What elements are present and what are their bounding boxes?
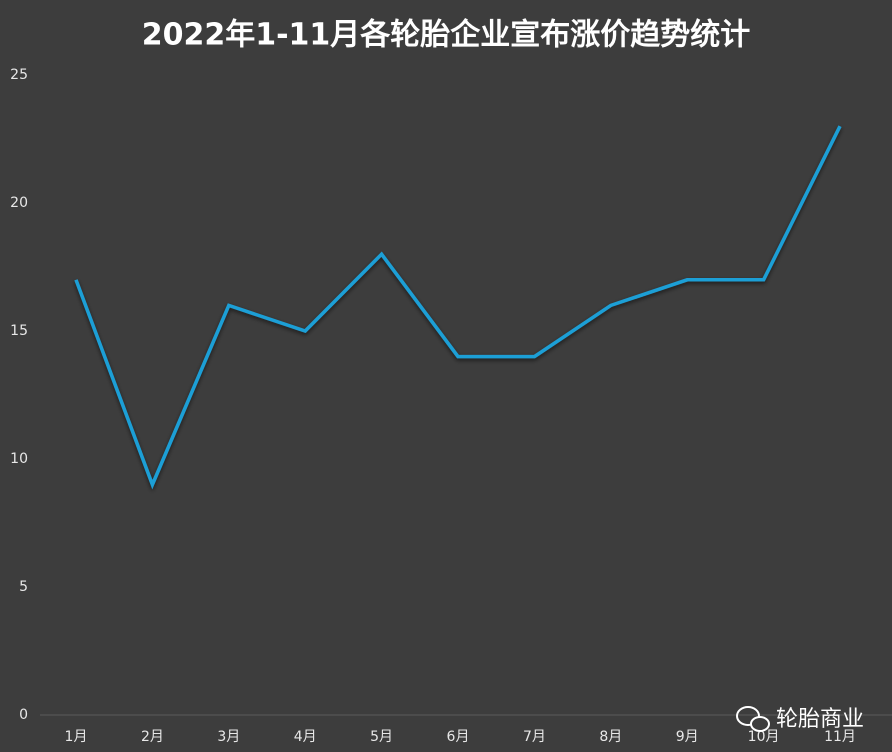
- x-tick-label: 11月: [824, 729, 856, 745]
- y-tick-label: 5: [19, 579, 28, 595]
- data-line: [74, 125, 842, 490]
- x-tick-label: 5月: [370, 729, 393, 745]
- watermark-text: 轮胎商业: [776, 707, 864, 732]
- x-tick-label: 7月: [523, 729, 546, 745]
- x-tick-label: 4月: [294, 729, 317, 745]
- x-tick-label: 9月: [676, 729, 699, 745]
- y-tick-label: 0: [19, 707, 28, 723]
- x-tick-label: 10月: [748, 729, 780, 745]
- x-tick-label: 6月: [447, 729, 470, 745]
- x-tick-label: 1月: [65, 729, 88, 745]
- y-tick-label: 10: [10, 451, 28, 467]
- y-tick-label: 15: [10, 323, 28, 339]
- x-tick-label: 8月: [599, 729, 622, 745]
- watermark-icon: [750, 716, 770, 732]
- chart-title: 2022年1-11月各轮胎企业宣布涨价趋势统计: [142, 18, 751, 53]
- watermark-icon: [736, 706, 760, 726]
- y-tick-label: 20: [10, 195, 28, 211]
- watermark: 轮胎商业: [736, 706, 864, 732]
- y-tick-label: 25: [10, 67, 28, 83]
- x-tick-label: 2月: [141, 729, 164, 745]
- x-tick-label: 3月: [217, 729, 240, 745]
